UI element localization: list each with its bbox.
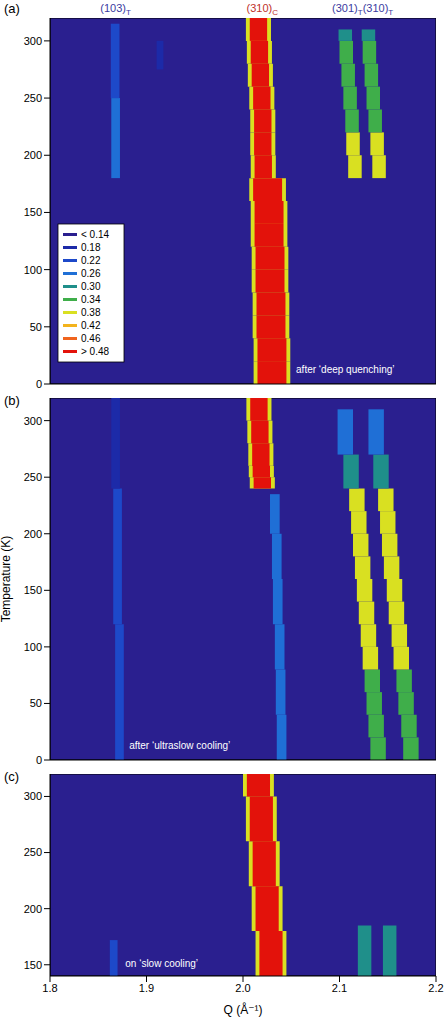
- svg-text:1.8: 1.8: [42, 982, 57, 994]
- svg-text:< 0.14: < 0.14: [81, 229, 110, 240]
- svg-text:100: 100: [24, 264, 42, 276]
- svg-text:after ‘deep quenching’: after ‘deep quenching’: [296, 364, 394, 375]
- svg-text:0: 0: [36, 754, 42, 766]
- svg-text:0.46: 0.46: [81, 333, 101, 344]
- svg-text:2.1: 2.1: [332, 982, 347, 994]
- svg-text:150: 150: [24, 584, 42, 596]
- svg-text:200: 200: [24, 528, 42, 540]
- svg-text:> 0.48: > 0.48: [81, 346, 110, 357]
- svg-text:100: 100: [24, 641, 42, 653]
- svg-text:0: 0: [36, 378, 42, 390]
- svg-text:250: 250: [24, 471, 42, 483]
- svg-text:2.2: 2.2: [428, 982, 443, 994]
- svg-text:0.22: 0.22: [81, 255, 101, 266]
- svg-text:300: 300: [24, 35, 42, 47]
- svg-text:0.42: 0.42: [81, 320, 101, 331]
- svg-text:300: 300: [24, 415, 42, 427]
- html-text:(a): (a): [4, 1, 20, 16]
- svg-text:250: 250: [24, 846, 42, 858]
- svg-text:Q (Å⁻¹): Q (Å⁻¹): [224, 1002, 263, 1017]
- svg-text:50: 50: [30, 697, 42, 709]
- svg-text:2.0: 2.0: [235, 982, 250, 994]
- svg-text:200: 200: [24, 149, 42, 161]
- svg-text:0.26: 0.26: [81, 268, 101, 279]
- svg-text:0.34: 0.34: [81, 294, 101, 305]
- svg-text:(310)C: (310)C: [247, 2, 279, 17]
- svg-text:after ‘ultraslow cooling’: after ‘ultraslow cooling’: [129, 740, 230, 751]
- svg-text:150: 150: [24, 206, 42, 218]
- html-text:(b): (b): [4, 393, 20, 408]
- svg-text:50: 50: [30, 321, 42, 333]
- svg-text:300: 300: [24, 790, 42, 802]
- svg-text:0.30: 0.30: [81, 281, 101, 292]
- svg-text:(301)T(310)T: (301)T(310)T: [332, 2, 393, 17]
- svg-text:250: 250: [24, 92, 42, 104]
- svg-text:on ‘slow cooling’: on ‘slow cooling’: [125, 958, 198, 969]
- html-text:(c): (c): [4, 769, 20, 784]
- svg-text:150: 150: [24, 959, 42, 971]
- svg-text:0.18: 0.18: [81, 242, 101, 253]
- svg-text:1.9: 1.9: [139, 982, 154, 994]
- svg-text:200: 200: [24, 903, 42, 915]
- svg-text:(103)T: (103)T: [100, 2, 131, 17]
- svg-text:0.38: 0.38: [81, 307, 101, 318]
- svg-text:Temperature (K): Temperature (K): [0, 536, 13, 623]
